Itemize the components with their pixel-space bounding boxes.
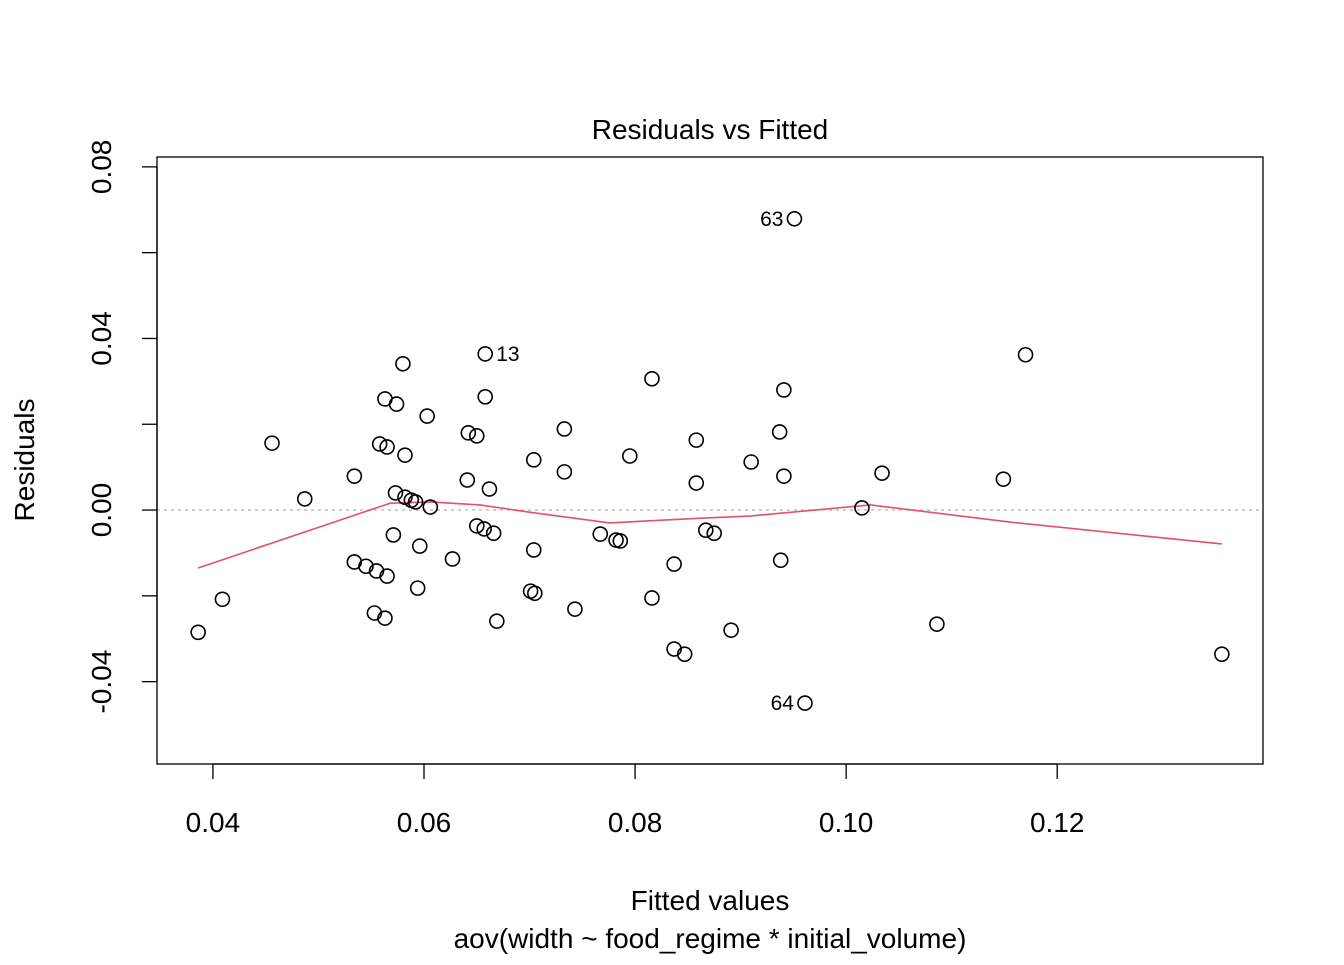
points-layer	[190, 210, 1230, 711]
y-tick-label: 0.08	[86, 140, 117, 195]
data-point	[409, 580, 426, 596]
data-point	[477, 388, 494, 405]
point-label: 63	[760, 208, 783, 231]
data-point	[556, 464, 573, 480]
data-point	[377, 610, 393, 626]
data-point	[214, 591, 231, 608]
data-point	[706, 525, 723, 542]
x-tick-label: 0.12	[1030, 807, 1085, 838]
data-point	[592, 526, 609, 542]
data-point	[358, 558, 374, 575]
data-point	[485, 525, 502, 542]
data-point	[772, 552, 789, 569]
data-point	[612, 533, 629, 549]
data-point	[346, 468, 363, 484]
x-tick-label: 0.10	[819, 807, 874, 838]
data-point	[385, 527, 402, 543]
data-point	[556, 421, 573, 437]
point-labels: 13 63 64	[496, 208, 794, 715]
y-tick-label: 0.04	[86, 311, 117, 366]
data-point	[621, 448, 638, 464]
data-point	[419, 408, 435, 424]
data-point	[459, 472, 476, 488]
data-point	[264, 435, 280, 451]
data-point	[743, 454, 759, 470]
data-point	[477, 346, 494, 362]
data-point	[854, 500, 870, 516]
data-point	[995, 471, 1012, 487]
data-point	[525, 542, 542, 558]
point-label: 13	[496, 343, 519, 366]
data-point	[688, 432, 705, 448]
x-axis-label: Fitted values	[631, 885, 790, 916]
data-point	[411, 538, 428, 554]
data-point	[874, 465, 890, 481]
data-point	[786, 210, 803, 227]
data-point	[776, 468, 792, 484]
smooth-line	[197, 501, 1222, 569]
x-axis-sublabel: aov(width ~ food_regime * initial_volume…	[454, 923, 967, 954]
data-point	[697, 522, 714, 539]
data-point	[460, 425, 477, 441]
y-tick-label: 0.00	[86, 483, 117, 538]
x-tick-label: 0.08	[608, 807, 663, 838]
data-point	[567, 601, 583, 617]
data-point	[444, 551, 461, 567]
point-label: 64	[771, 692, 795, 715]
plot-frame	[156, 156, 1264, 765]
data-point	[929, 616, 945, 632]
data-point	[489, 613, 505, 629]
data-point	[688, 475, 705, 491]
y-axis: -0.04 0.00 0.04 0.08	[86, 140, 158, 714]
data-point	[771, 424, 788, 440]
data-point	[776, 382, 792, 398]
data-point	[527, 585, 543, 602]
data-point	[379, 568, 395, 584]
data-point	[676, 646, 693, 662]
x-axis: 0.04 0.06 0.08 0.10 0.12	[186, 763, 1085, 838]
y-tick-label: -0.04	[86, 650, 117, 714]
data-point	[422, 499, 439, 515]
data-point	[388, 396, 405, 412]
data-point	[476, 521, 492, 537]
data-point	[371, 436, 388, 452]
data-point	[666, 556, 682, 572]
data-point	[797, 695, 813, 711]
data-point	[1214, 646, 1230, 662]
data-point	[296, 491, 313, 507]
x-tick-label: 0.06	[397, 807, 452, 838]
data-point	[644, 590, 660, 606]
data-point	[387, 485, 404, 501]
chart-title: Residuals vs Fitted	[592, 114, 829, 145]
y-axis-label: Residuals	[9, 399, 40, 522]
data-point	[190, 624, 206, 641]
data-point	[379, 439, 395, 455]
data-point	[525, 452, 542, 468]
data-point	[481, 481, 498, 497]
data-point	[407, 494, 424, 510]
data-point	[397, 447, 413, 463]
data-point	[395, 355, 411, 372]
data-point	[468, 428, 485, 444]
data-point	[468, 518, 485, 534]
data-point	[644, 370, 660, 387]
data-point	[723, 622, 739, 638]
x-tick-label: 0.04	[186, 807, 241, 838]
data-point	[1017, 346, 1034, 363]
